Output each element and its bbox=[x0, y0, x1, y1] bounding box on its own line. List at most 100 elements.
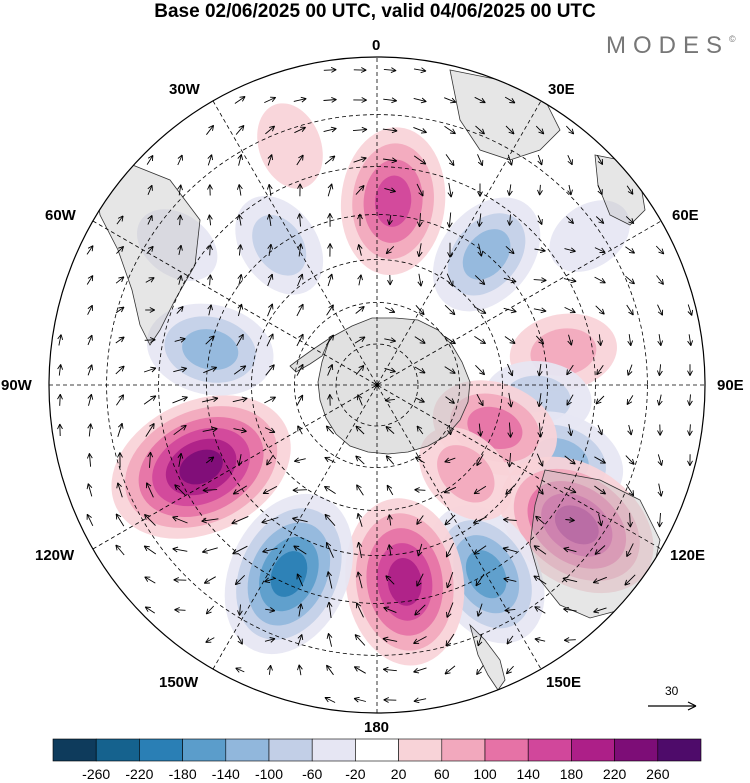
wind-arrow bbox=[625, 455, 635, 465]
wind-arrow bbox=[205, 456, 215, 464]
wind-arrow bbox=[597, 334, 604, 346]
wind-arrow bbox=[145, 423, 155, 437]
wind-arrow bbox=[327, 394, 333, 406]
wind-arrow bbox=[384, 397, 395, 403]
wind-arrow bbox=[384, 187, 396, 194]
latitude-circle bbox=[251, 259, 503, 511]
wind-arrow bbox=[567, 334, 573, 346]
wind-arrow bbox=[447, 182, 454, 198]
wind-arrow bbox=[325, 541, 334, 558]
anomaly-contour bbox=[374, 175, 412, 227]
wind-arrow bbox=[327, 273, 334, 287]
wind-arrow bbox=[534, 637, 546, 643]
wind-arrow bbox=[534, 247, 546, 254]
colorbar-swatch bbox=[484, 738, 529, 762]
wind-arrow bbox=[562, 576, 578, 583]
colorbar-tick-label: -140 bbox=[211, 766, 240, 782]
wind-arrow bbox=[413, 97, 427, 104]
wind-arrow bbox=[416, 573, 424, 587]
wind-arrow bbox=[145, 482, 154, 498]
wind-arrow bbox=[144, 606, 156, 614]
wind-arrow bbox=[267, 273, 274, 287]
wind-arrow bbox=[537, 154, 543, 166]
wind-arrow bbox=[353, 97, 367, 103]
wind-arrow bbox=[625, 275, 635, 285]
colorbar-swatch bbox=[527, 738, 572, 762]
meridian-line bbox=[212, 100, 542, 670]
wind-arrow bbox=[266, 454, 274, 466]
wind-arrow bbox=[563, 637, 576, 643]
wind-arrow bbox=[57, 334, 64, 346]
wind-arrow bbox=[386, 484, 394, 496]
wind-arrow bbox=[444, 665, 456, 675]
wind-arrow bbox=[355, 602, 364, 618]
wind-arrow bbox=[177, 184, 183, 196]
reference-vector-label: 30 bbox=[665, 684, 679, 698]
wind-arrow bbox=[237, 635, 243, 645]
wind-arrow bbox=[563, 606, 577, 613]
wind-arrow bbox=[533, 545, 547, 555]
wind-arrow bbox=[414, 604, 426, 616]
wind-arrow bbox=[201, 547, 218, 554]
wind-arrow bbox=[232, 485, 248, 495]
wind-arrow bbox=[565, 517, 575, 523]
colorbar-swatch bbox=[614, 738, 659, 762]
wind-arrow bbox=[656, 512, 663, 528]
wind-arrow bbox=[687, 304, 694, 316]
wind-arrow bbox=[115, 544, 125, 556]
wind-arrow bbox=[354, 336, 366, 344]
wind-arrow bbox=[626, 483, 635, 497]
anomaly-contour bbox=[270, 551, 308, 597]
colorbar-swatch bbox=[52, 738, 97, 762]
wind-arrow bbox=[177, 244, 183, 255]
wind-arrow bbox=[236, 333, 244, 347]
wind-arrow bbox=[87, 423, 94, 437]
wind-arrow bbox=[596, 365, 604, 376]
wind-arrow bbox=[385, 245, 395, 255]
wind-arrow bbox=[145, 277, 155, 283]
wind-arrow bbox=[505, 125, 515, 135]
wind-arrow bbox=[292, 487, 308, 494]
wind-arrow bbox=[476, 633, 483, 647]
wind-arrow bbox=[446, 212, 453, 228]
wind-arrow bbox=[144, 576, 156, 584]
wind-arrow bbox=[235, 667, 245, 673]
colorbar-swatch bbox=[95, 738, 140, 762]
wind-arrow bbox=[173, 577, 187, 583]
wind-arrow bbox=[385, 575, 395, 585]
wind-arrow bbox=[626, 543, 634, 557]
wind-arrow bbox=[476, 393, 484, 407]
wind-arrow bbox=[297, 603, 304, 617]
wind-arrow bbox=[327, 183, 334, 197]
wind-arrow bbox=[267, 303, 274, 317]
wind-arrow bbox=[296, 154, 304, 166]
wind-arrow bbox=[173, 366, 187, 373]
wind-arrow bbox=[474, 275, 486, 286]
wind-arrow bbox=[503, 307, 517, 314]
wind-arrow bbox=[383, 157, 398, 164]
colorbar-swatch bbox=[657, 738, 702, 762]
wind-arrow bbox=[383, 67, 397, 74]
wind-arrow bbox=[414, 336, 426, 344]
wind-arrow bbox=[504, 96, 516, 104]
wind-arrow bbox=[415, 456, 425, 464]
wind-arrow bbox=[657, 334, 664, 347]
wind-arrow bbox=[503, 516, 517, 523]
wind-arrow bbox=[262, 486, 278, 495]
wind-arrow bbox=[352, 126, 368, 133]
wind-arrow bbox=[475, 364, 486, 376]
meridian-line bbox=[92, 220, 662, 550]
lon-label-150e: 150E bbox=[546, 674, 582, 691]
wind-arrow bbox=[353, 666, 366, 674]
wind-arrow bbox=[446, 602, 454, 618]
wind-arrow bbox=[595, 216, 605, 224]
anomaly-contour bbox=[554, 505, 599, 545]
wind-arrow bbox=[293, 96, 307, 103]
wind-arrow bbox=[567, 184, 573, 196]
wind-arrow bbox=[294, 126, 306, 134]
wind-arrow bbox=[293, 545, 307, 555]
wind-arrow bbox=[264, 396, 276, 404]
wind-arrow bbox=[233, 365, 247, 375]
wind-arrow bbox=[117, 452, 123, 468]
wind-arrow bbox=[266, 333, 274, 347]
